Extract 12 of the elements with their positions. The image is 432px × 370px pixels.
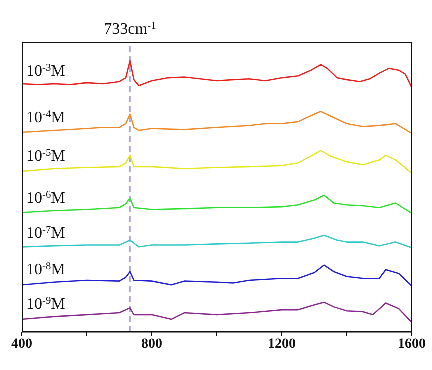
series-label: 10$^{-6}$M [26, 189, 66, 207]
series-label: 10$^{-9}$M [26, 295, 66, 313]
series-label: 10$^{-7}$M [26, 224, 66, 242]
x-tick-label: 1600 [398, 336, 426, 352]
series-label: 10$^{-3}$M [26, 62, 66, 80]
ref-line-label: 733cm$^{-1}$ [104, 20, 156, 38]
x-tick-label: 1200 [268, 336, 296, 352]
series-label: 10$^{-8}$M [26, 260, 66, 278]
series-label: 10$^{-5}$M [26, 147, 66, 165]
x-tick-label: 800 [142, 336, 162, 352]
series-label: 10$^{-4}$M [26, 109, 66, 127]
x-tick-label: 400 [12, 336, 32, 352]
